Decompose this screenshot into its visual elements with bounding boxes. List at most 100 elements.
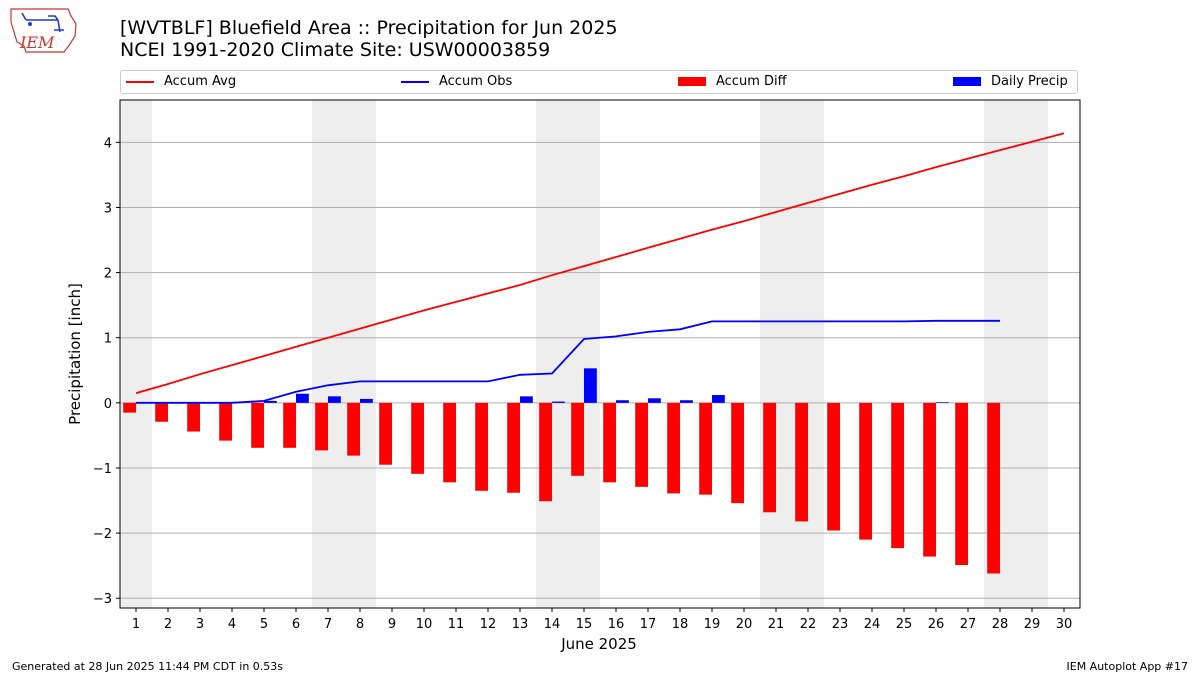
x-tick-label: 12 xyxy=(480,617,497,632)
x-tick-label: 18 xyxy=(672,617,689,632)
logo-text: IEM xyxy=(19,33,55,52)
accum-diff-bar-1 xyxy=(123,402,136,413)
weekend-band-1 xyxy=(312,100,376,608)
accum-diff-bar-5 xyxy=(251,402,264,448)
x-tick-label: 25 xyxy=(896,617,913,632)
daily-precip-bar-16 xyxy=(616,400,629,403)
legend-label-daily-precip: Daily Precip xyxy=(991,74,1068,89)
accum-diff-bar-21 xyxy=(763,402,776,513)
accum-diff-bar-3 xyxy=(187,402,200,432)
x-tick-label: 23 xyxy=(832,617,849,632)
legend-swatch-daily-precip xyxy=(953,77,981,86)
footer-app: IEM Autoplot App #17 xyxy=(1066,660,1189,673)
daily-precip-bar-17 xyxy=(648,398,661,403)
x-tick-label: 11 xyxy=(448,617,465,632)
y-tick-label: 1 xyxy=(104,332,112,347)
x-tick-label: 9 xyxy=(388,617,396,632)
x-tick-label: 3 xyxy=(196,617,204,632)
legend-swatch-accum-diff xyxy=(678,77,706,86)
accum-diff-bar-11 xyxy=(443,402,456,483)
x-tick-label: 27 xyxy=(960,617,977,632)
legend-label-accum-avg: Accum Avg xyxy=(164,74,237,89)
accum-diff-bar-6 xyxy=(283,402,296,448)
x-tick-label: 16 xyxy=(608,617,625,632)
x-tick-label: 7 xyxy=(324,617,332,632)
accum-diff-bar-10 xyxy=(411,402,424,474)
daily-precip-bar-15 xyxy=(584,368,597,403)
weekend-band-0 xyxy=(120,100,152,608)
accum-diff-bar-22 xyxy=(795,402,808,522)
y-axis-ticks: 4 3 2 1 0 −1 −2 −3 xyxy=(93,136,120,607)
daily-precip-bar-7 xyxy=(328,396,341,403)
x-tick-label: 28 xyxy=(992,617,1009,632)
legend-swatch-accum-avg xyxy=(126,80,154,83)
x-tick-label: 15 xyxy=(576,617,593,632)
accum-diff-bar-4 xyxy=(219,402,232,441)
y-axis-label: Precipitation [inch] xyxy=(66,283,84,425)
y-tick-label: −1 xyxy=(93,462,112,477)
x-tick-label: 21 xyxy=(768,617,785,632)
x-tick-label: 4 xyxy=(228,617,236,632)
daily-precip-bar-18 xyxy=(680,400,693,403)
accum-diff-bar-19 xyxy=(699,402,712,495)
legend-entry-daily-precip: Daily Precip xyxy=(953,74,1068,92)
y-tick-label: −3 xyxy=(93,592,112,607)
footer-generated: Generated at 28 Jun 2025 11:44 PM CDT in… xyxy=(12,660,284,673)
x-tick-label: 1 xyxy=(132,617,140,632)
x-tick-label: 17 xyxy=(640,617,657,632)
legend-entry-accum-diff: Accum Diff xyxy=(678,74,787,92)
weather-station-icon xyxy=(21,12,64,33)
x-tick-label: 10 xyxy=(416,617,433,632)
legend-entry-accum-avg: Accum Avg xyxy=(126,74,236,92)
daily-precip-bar-5 xyxy=(264,400,277,403)
weekend-band-2 xyxy=(536,100,600,608)
accum-diff-bar-26 xyxy=(923,402,936,557)
x-tick-label: 29 xyxy=(1024,617,1041,632)
weekend-shading xyxy=(120,100,1048,608)
y-tick-label: −2 xyxy=(93,527,112,542)
x-tick-label: 5 xyxy=(260,617,268,632)
accum-diff-bar-13 xyxy=(507,402,520,493)
accum-diff-bar-14 xyxy=(539,402,552,502)
accum-diff-bar-16 xyxy=(603,402,616,483)
daily-precip-bar-8 xyxy=(360,398,373,403)
x-axis-label: June 2025 xyxy=(560,635,637,653)
y-tick-label: 3 xyxy=(104,201,112,216)
x-tick-label: 2 xyxy=(164,617,172,632)
accum-diff-bar-8 xyxy=(347,402,360,456)
legend-entry-accum-obs: Accum Obs xyxy=(401,74,512,92)
bar-marks xyxy=(123,368,1013,574)
x-axis-ticks: 1 2 3 4 5 6 7 8 9 10 11 12 13 14 15 16 17 18 19 20 21 22 23 24 2… xyxy=(132,608,1072,632)
accum-diff-bar-7 xyxy=(315,402,328,451)
legend-label-accum-diff: Accum Diff xyxy=(716,74,787,89)
y-tick-label: 4 xyxy=(104,136,112,151)
accum-obs-line xyxy=(136,319,1000,404)
legend-swatch-accum-obs xyxy=(401,80,429,83)
chart-legend: Accum Avg Accum Obs Accum Diff Daily Pre… xyxy=(120,70,1078,94)
accum-diff-bar-20 xyxy=(731,402,744,504)
accum-diff-bar-9 xyxy=(379,402,392,465)
accum-diff-bar-17 xyxy=(635,402,648,487)
daily-precip-bar-6 xyxy=(296,393,309,403)
x-tick-label: 30 xyxy=(1056,617,1073,632)
x-tick-label: 20 xyxy=(736,617,753,632)
line-marks xyxy=(135,132,1065,404)
daily-precip-bar-13 xyxy=(520,396,533,403)
weekend-band-3 xyxy=(760,100,824,608)
x-tick-label: 19 xyxy=(704,617,721,632)
x-tick-label: 8 xyxy=(356,617,364,632)
plot-frame xyxy=(119,99,1081,609)
chart-title: [WVTBLF] Bluefield Area :: Precipitation… xyxy=(120,17,618,39)
accum-diff-bar-23 xyxy=(827,402,840,531)
chart-subtitle: NCEI 1991-2020 Climate Site: USW00003859 xyxy=(120,39,551,61)
accum-avg-line xyxy=(135,132,1065,394)
accum-diff-bar-24 xyxy=(859,402,872,540)
daily-precip-bar-26 xyxy=(936,402,949,403)
accum-diff-bar-12 xyxy=(475,402,488,491)
accum-diff-bar-18 xyxy=(667,402,680,494)
x-tick-label: 22 xyxy=(800,617,817,632)
accum-diff-bar-2 xyxy=(155,402,168,422)
x-tick-label: 26 xyxy=(928,617,945,632)
y-tick-label: 2 xyxy=(104,267,112,282)
